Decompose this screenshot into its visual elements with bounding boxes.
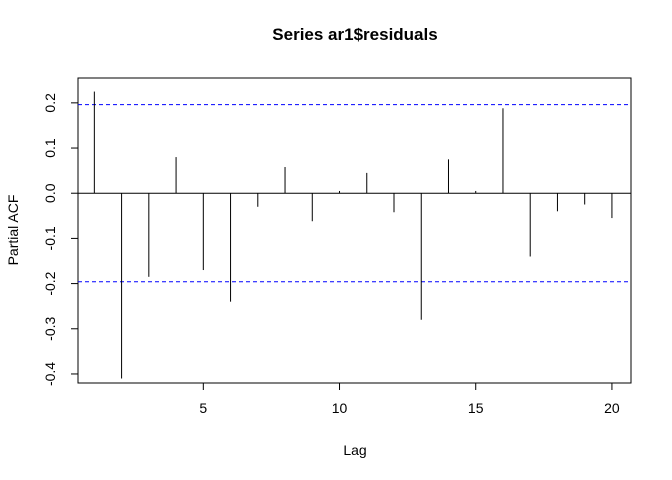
y-tick-label: -0.3 <box>42 317 58 341</box>
x-tick-label: 5 <box>199 400 207 416</box>
x-axis: 5 10 15 20 <box>199 383 620 416</box>
y-tick-label: 0.1 <box>42 138 58 158</box>
x-tick-label: 20 <box>604 400 620 416</box>
plot-frame <box>77 77 632 384</box>
band-lines <box>78 104 631 283</box>
y-tick-label: 0.2 <box>42 93 58 113</box>
x-tick-label: 10 <box>332 400 348 416</box>
x-axis-label: Lag <box>343 442 366 458</box>
y-tick-label: 0.0 <box>42 183 58 203</box>
chart-title: Series ar1$residuals <box>272 25 437 44</box>
y-axis-label: Partial ACF <box>5 195 21 266</box>
x-tick-label: 15 <box>468 400 484 416</box>
y-tick-label: -0.1 <box>42 226 58 250</box>
y-axis: -0.4 -0.3 -0.2 -0.1 0.0 0.1 0.2 <box>42 93 78 386</box>
y-tick-label: -0.2 <box>42 271 58 295</box>
spikes <box>93 91 613 379</box>
y-tick-label: -0.4 <box>42 362 58 386</box>
